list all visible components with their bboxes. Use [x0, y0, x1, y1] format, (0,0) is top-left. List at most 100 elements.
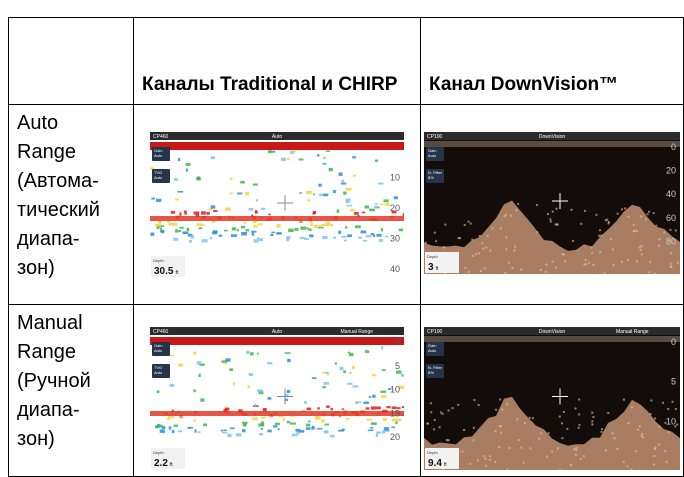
echo — [346, 201, 349, 203]
scale-label: 60 — [666, 213, 676, 223]
echo — [251, 231, 257, 233]
echo — [505, 214, 507, 216]
echo — [313, 211, 316, 214]
echo — [540, 432, 542, 434]
echo — [464, 267, 466, 269]
badge-text: Auto — [428, 348, 437, 353]
echo — [501, 409, 503, 411]
echo — [383, 418, 387, 421]
echo — [621, 208, 623, 210]
echo — [506, 469, 508, 470]
echo — [380, 204, 385, 206]
echo — [316, 416, 320, 419]
echo — [306, 424, 310, 427]
label-line: диапа- — [17, 225, 133, 254]
echo — [430, 411, 432, 413]
echo — [584, 210, 586, 212]
echo — [675, 229, 677, 231]
echo — [648, 271, 650, 273]
echo — [396, 419, 402, 422]
label-line: Range — [17, 338, 133, 367]
echo — [608, 221, 610, 223]
echo — [370, 427, 373, 429]
echo — [375, 203, 378, 205]
echo — [513, 249, 515, 251]
badge-text: 8% — [428, 370, 434, 375]
echo — [575, 454, 577, 456]
echo — [246, 351, 249, 354]
echo — [324, 430, 328, 433]
label-line: Range — [17, 138, 133, 167]
depth-label: Depth — [153, 450, 164, 455]
echo — [155, 224, 161, 227]
echo — [306, 427, 311, 430]
echo — [635, 450, 637, 452]
echo — [483, 455, 485, 457]
echo — [505, 248, 507, 250]
echo — [157, 390, 160, 393]
echo — [550, 221, 552, 223]
echo — [340, 367, 344, 370]
echo — [650, 413, 652, 415]
echo — [307, 199, 309, 202]
echo — [556, 208, 558, 210]
echo — [379, 239, 383, 242]
echo — [523, 462, 525, 464]
echo — [308, 421, 310, 423]
echo — [363, 402, 369, 404]
echo — [627, 259, 629, 261]
echo — [355, 225, 361, 228]
echo — [244, 222, 246, 224]
echo — [292, 151, 296, 153]
label-line: зон) — [17, 254, 133, 283]
echo — [323, 157, 325, 159]
echo — [640, 249, 642, 251]
echo — [318, 227, 324, 229]
scale-label: 10 — [666, 416, 676, 426]
echo — [653, 464, 655, 466]
echo — [580, 458, 582, 460]
scale-label: 20 — [390, 203, 400, 213]
echo — [536, 231, 538, 233]
echo — [580, 223, 582, 225]
echo — [366, 235, 371, 237]
echo — [564, 260, 566, 262]
echo — [342, 408, 344, 410]
scale-label: 0 — [671, 337, 676, 347]
echo — [623, 461, 625, 463]
echo — [174, 178, 178, 181]
echo — [572, 240, 574, 242]
echo — [557, 447, 559, 449]
echo — [621, 261, 623, 263]
echo — [170, 384, 174, 387]
echo — [504, 272, 506, 274]
depth-label: Depth — [427, 254, 438, 259]
echo — [203, 424, 207, 427]
screen-bg — [150, 132, 404, 278]
echo — [253, 225, 257, 228]
echo — [592, 264, 594, 266]
echo — [273, 425, 277, 427]
echo — [654, 448, 656, 450]
badge-text: Auto — [154, 370, 163, 375]
echo — [583, 263, 585, 265]
echo — [335, 362, 337, 364]
echo — [637, 429, 639, 431]
echo — [306, 191, 312, 194]
echo — [151, 198, 155, 200]
echo — [601, 428, 603, 430]
echo — [546, 456, 548, 458]
echo — [591, 420, 593, 422]
echo — [475, 253, 477, 255]
echo — [324, 194, 329, 197]
echo — [500, 227, 502, 229]
echo — [362, 212, 366, 214]
echo — [524, 422, 526, 424]
echo — [323, 382, 328, 385]
echo — [425, 242, 427, 244]
